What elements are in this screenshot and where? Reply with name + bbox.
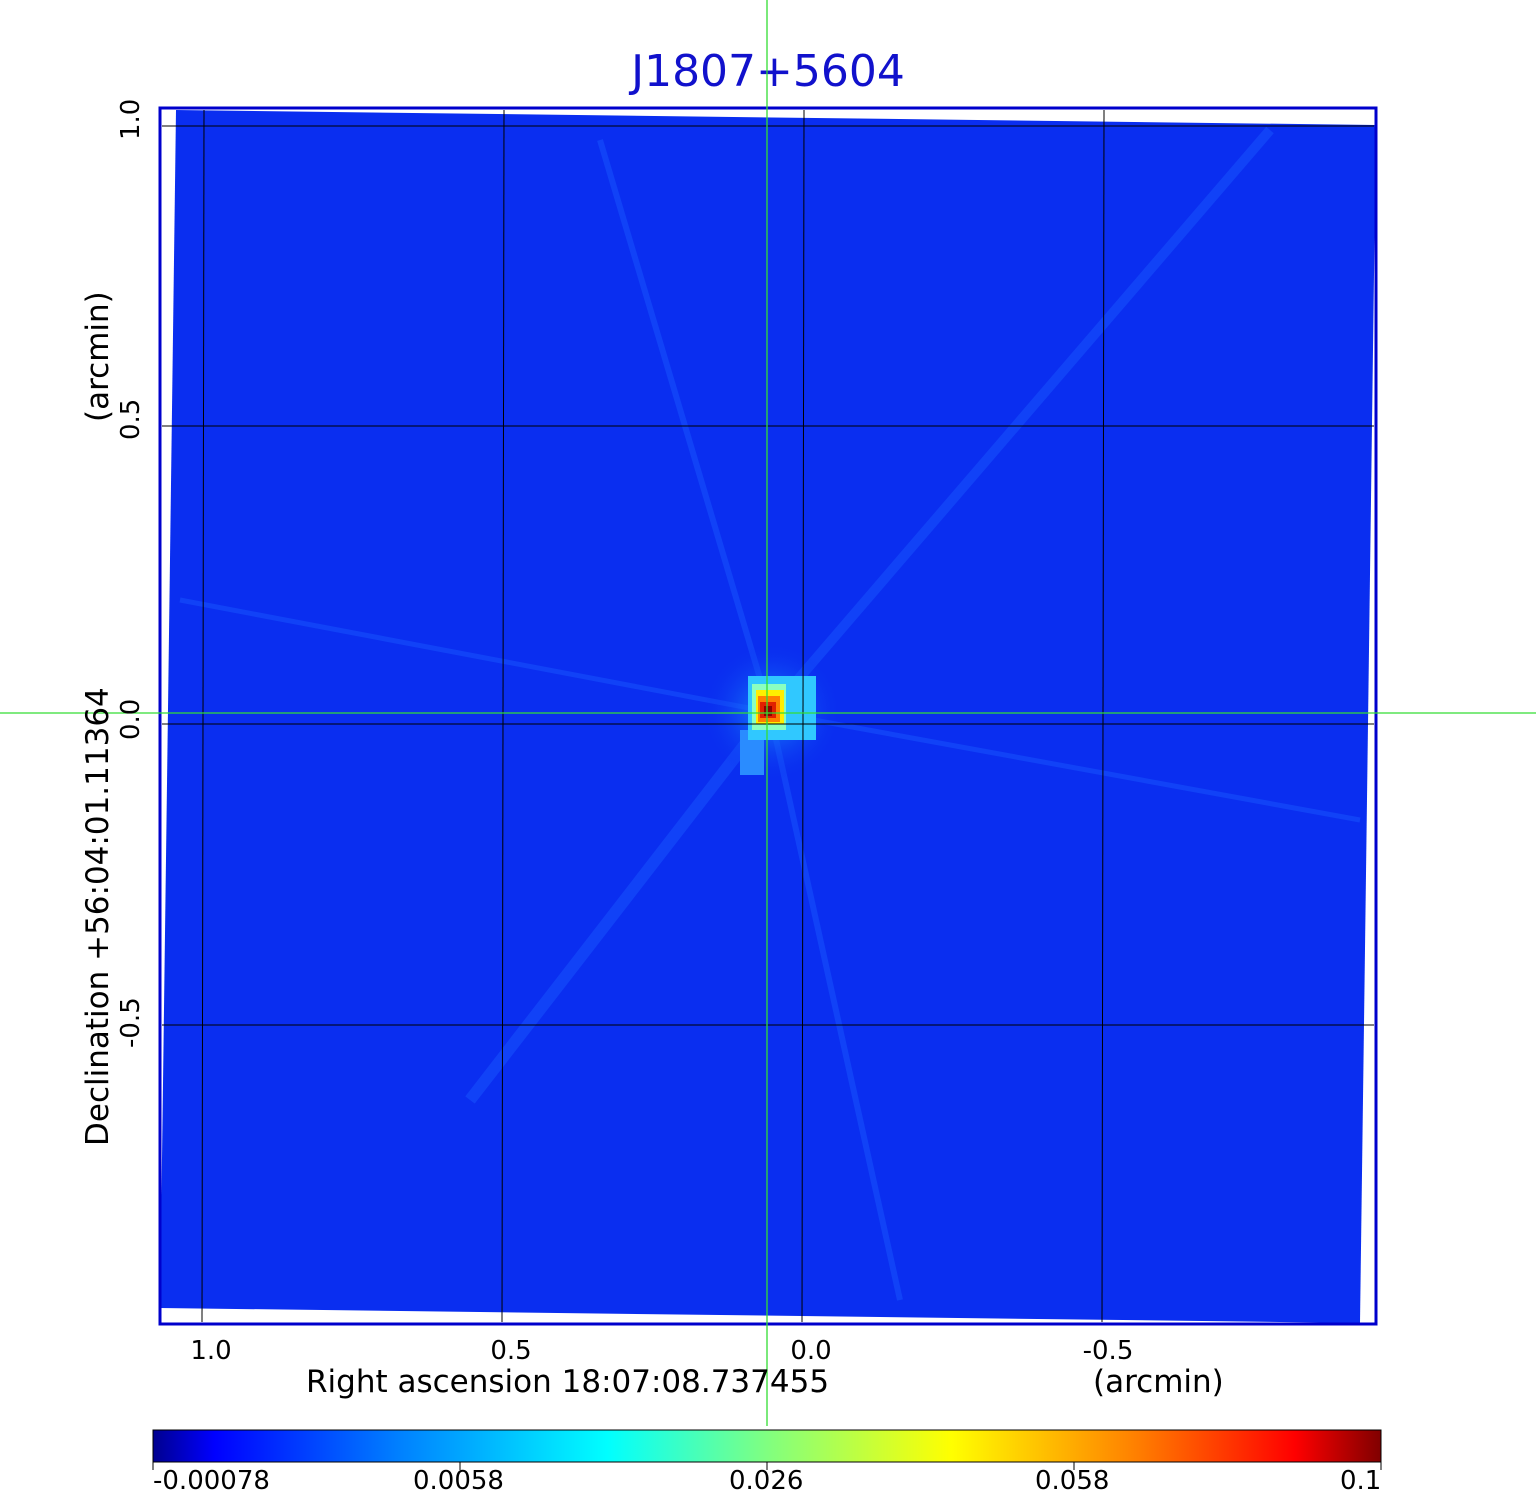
colorbar-tick-label: 0.026 (729, 1466, 804, 1496)
y-tick-label: 1.0 (116, 98, 146, 140)
colorbar-tick-label: 0.0058 (413, 1466, 504, 1496)
x-axis-unit: (arcmin) (1093, 1364, 1224, 1400)
plot-frame (158, 106, 1378, 1326)
colorbar-tick-label: 0.058 (1035, 1466, 1110, 1496)
y-tick-label: 0.5 (116, 398, 146, 440)
radio-source[interactable] (702, 642, 842, 782)
coordinate-grid (162, 109, 1374, 1323)
x-tick-label: 1.0 (190, 1336, 232, 1366)
sidelobe-streaks (179, 126, 1361, 1301)
y-tick-label: -0.5 (116, 997, 146, 1048)
y-axis-unit: (arcmin) (80, 291, 116, 422)
plot-title: J1807+5604 (631, 46, 905, 97)
colorbar-tick-label: 0.1 (1340, 1466, 1382, 1496)
crosshair[interactable] (0, 0, 1536, 1426)
y-tick-label: 0.0 (116, 698, 146, 740)
x-tick-label: 0.0 (790, 1336, 832, 1366)
grid-line-vertical (501, 109, 505, 1323)
y-axis-label: Declination +56:04:01.11364 (80, 687, 116, 1146)
colorbar-tick-label: -0.00078 (153, 1466, 270, 1496)
x-tick-label: 0.5 (490, 1336, 532, 1366)
x-tick-label: -0.5 (1082, 1336, 1134, 1366)
colorbar-tick-marks (152, 1462, 1382, 1470)
x-axis-label: Right ascension 18:07:08.737455 (306, 1364, 830, 1400)
colorbar (152, 1429, 1382, 1463)
grid-line-vertical (801, 109, 805, 1323)
grid-line-vertical (1101, 109, 1105, 1323)
grid-line-vertical (201, 109, 205, 1323)
